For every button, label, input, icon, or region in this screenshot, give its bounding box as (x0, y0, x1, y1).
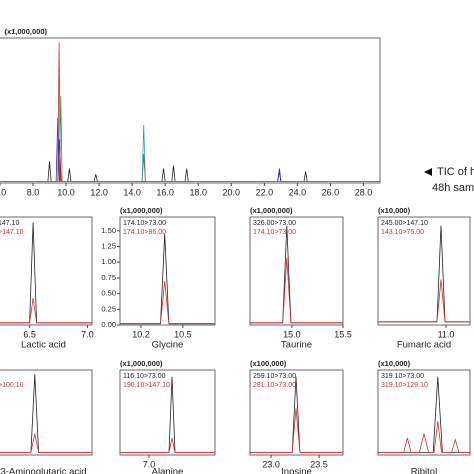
trace (120, 437, 215, 453)
mrm-label: 174.10>86.00 (123, 229, 166, 236)
plot-frame (249, 369, 344, 456)
annotation: TIC of h (437, 166, 474, 178)
scale-label: (x100,000) (250, 359, 287, 368)
panel-title: Ribitol (411, 467, 437, 474)
trace (250, 257, 343, 324)
x-tick-label: 22.0 (256, 187, 274, 197)
x-tick-label: 12.0 (90, 187, 108, 197)
trace (378, 225, 470, 323)
trace (0, 222, 92, 324)
panel-title: Fumaric acid (397, 340, 451, 351)
mrm-label: 190.10>147.10 (123, 382, 170, 389)
scale-label: (x1,000,000) (250, 206, 293, 215)
plot-frame (377, 216, 471, 326)
y-tick-label: 1.25 (101, 241, 116, 250)
x-tick-label: 23.5 (310, 459, 328, 469)
x-tick-label: 16.0 (156, 187, 174, 197)
plot-frame (0, 37, 381, 184)
x-tick-label: 6.5 (23, 329, 36, 339)
y-tick-label: 0.25 (101, 304, 116, 313)
scale-label: (x1,000,000) (4, 27, 47, 36)
trace (120, 280, 215, 325)
arrow-marker (424, 168, 432, 176)
x-tick-label: 15.0 (283, 329, 301, 339)
scale-label: (x1,000,000) (120, 206, 163, 215)
y-tick-label: 0.00 (101, 320, 116, 329)
x-tick-label: 10.0 (57, 187, 75, 197)
mrm-label: >147.10 (0, 229, 24, 236)
mrm-label: 259.10>73.00 (253, 373, 296, 380)
x-tick-label: 11.0 (438, 329, 455, 339)
trace (378, 279, 470, 323)
x-tick-label: 8.0 (27, 187, 40, 197)
mrm-label: 326.00>73.00 (253, 220, 296, 227)
panel-title: Glycine (152, 340, 184, 351)
trace (0, 297, 92, 324)
mrm-label: 174.10>73.00 (253, 229, 296, 236)
x-tick-label: 7.0 (81, 329, 94, 339)
annotation: 48h sam (432, 182, 474, 194)
y-tick-label: 1.50 (101, 226, 116, 235)
mrm-label: 245.00>147.10 (381, 220, 428, 227)
plot-frame (377, 369, 471, 456)
x-tick-label: 28.0 (355, 187, 373, 197)
y-tick-label: 0.75 (101, 273, 116, 282)
x-tick-label: 6.0 (0, 187, 6, 197)
y-tick-label: 1.00 (101, 257, 116, 266)
panel-title: Alanine (152, 467, 184, 474)
x-tick-label: 10.2 (132, 329, 150, 339)
plot-frame (119, 216, 216, 326)
mrm-label: 319.10>73.00 (381, 373, 424, 380)
x-tick-label: 26.0 (322, 187, 340, 197)
mrm-label: 174.10>73.00 (123, 220, 166, 227)
x-tick-label: 14.0 (123, 187, 141, 197)
mrm-label: 143.10>75.00 (381, 229, 424, 236)
plot-frame (119, 369, 216, 456)
mrm-label: 116.10>73.00 (123, 373, 166, 380)
y-tick-label: 0.50 (101, 289, 116, 298)
scale-label: (x1,000,000) (120, 359, 163, 368)
scale-label: (x10,000) (378, 206, 411, 215)
trace (250, 225, 343, 324)
plot-frame (0, 216, 93, 326)
trace (0, 433, 92, 453)
x-tick-label: 15.5 (334, 329, 352, 339)
trace (0, 117, 380, 182)
mrm-label: 319.10>129.10 (381, 382, 428, 389)
trace (0, 124, 380, 182)
x-tick-label: 23.0 (262, 459, 280, 469)
x-tick-label: 24.0 (289, 187, 307, 197)
mrm-label: >100.10 (0, 382, 24, 389)
panel-title: Lactic acid (21, 340, 66, 351)
mrm-label: 147.10 (0, 220, 20, 227)
trace (250, 408, 343, 453)
x-tick-label: 7.0 (143, 459, 156, 469)
x-tick-label: 20.0 (223, 187, 241, 197)
plot-frame (0, 369, 93, 456)
mrm-label: 281.10>73.00 (253, 382, 296, 389)
panel-title: Inosine (281, 467, 312, 474)
plot-frame (249, 216, 344, 326)
x-tick-label: 18.0 (189, 187, 207, 197)
trace (378, 420, 470, 453)
x-tick-label: 10.5 (174, 329, 192, 339)
scale-label: (x10,000) (378, 359, 411, 368)
panel-title: Taurine (281, 340, 312, 351)
panel-title: 3-Aminoglutaric acid (0, 467, 86, 474)
